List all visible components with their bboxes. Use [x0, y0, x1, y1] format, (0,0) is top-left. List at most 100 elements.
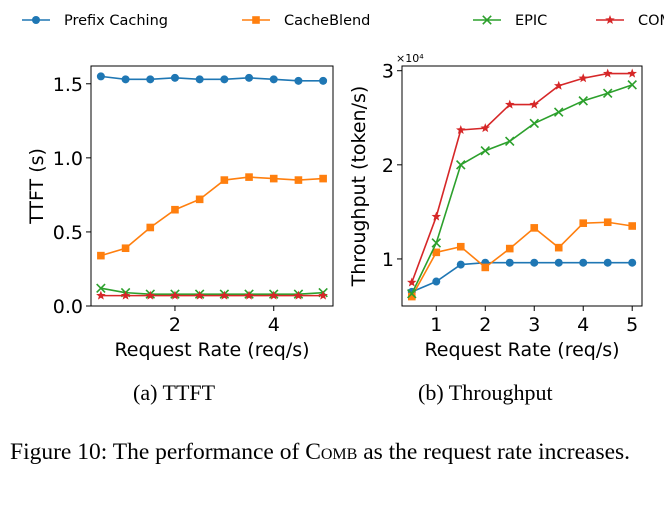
data-point	[195, 195, 204, 204]
x-tick-label: 4	[577, 314, 589, 336]
legend-marker	[252, 16, 260, 24]
series-comb	[407, 68, 637, 287]
data-point	[456, 242, 465, 251]
y-tick-label: 1	[382, 249, 394, 271]
series-line	[411, 261, 633, 293]
data-point	[530, 224, 539, 232]
data-point	[245, 173, 253, 181]
data-point	[456, 125, 466, 135]
data-point	[553, 107, 564, 117]
y-axis-label: TTFT (s)	[26, 148, 48, 225]
legend-entry-comb: COMB	[596, 13, 664, 29]
data-point	[602, 68, 613, 78]
x-axis-label: Request Rate (req/s)	[424, 339, 619, 361]
data-point	[269, 174, 278, 183]
x-tick-label: 2	[169, 314, 181, 336]
data-point	[121, 75, 130, 84]
data-point	[628, 222, 637, 230]
ttft-chart: 2 4 0.0 0.5 1.0 1.5 Request Rate (req/s) TTFT (…	[26, 65, 334, 361]
data-point	[120, 290, 131, 300]
series-line	[100, 176, 324, 257]
subcaption-throughput: (b) Throughput	[418, 380, 553, 405]
y-tick-label: 3	[382, 61, 394, 83]
data-point	[219, 290, 230, 300]
legend-marker	[605, 15, 615, 25]
data-point	[97, 251, 105, 260]
data-point	[96, 290, 106, 300]
series-line	[411, 84, 633, 295]
series-comb	[96, 290, 328, 300]
data-point	[481, 263, 490, 272]
legend-label: COMB	[638, 13, 664, 29]
data-point	[480, 145, 491, 156]
data-point	[504, 136, 515, 147]
data-point	[530, 258, 539, 267]
data-point	[294, 76, 303, 85]
data-point	[195, 75, 204, 84]
y-tick-label: 2	[382, 155, 394, 177]
data-point	[407, 277, 417, 287]
data-point	[146, 223, 155, 232]
data-point	[505, 244, 514, 253]
data-point	[554, 258, 563, 267]
legend-entry-cacheblend: CacheBlend	[242, 13, 370, 29]
series-cacheblend	[97, 173, 327, 260]
data-point	[505, 99, 515, 109]
legend-label: EPIC	[515, 13, 547, 29]
data-point	[294, 176, 303, 184]
data-point	[628, 258, 637, 267]
x-tick-label: 3	[528, 314, 540, 336]
data-point	[627, 68, 637, 78]
data-point	[220, 75, 229, 84]
x-tick-label: 4	[268, 314, 280, 336]
data-point	[432, 248, 441, 257]
legend-marker	[482, 15, 492, 25]
data-point	[505, 258, 514, 267]
data-point	[269, 75, 278, 84]
data-point	[627, 80, 637, 90]
series-epic	[407, 80, 637, 299]
legend-entry-epic: EPIC	[473, 13, 547, 29]
data-point	[431, 238, 442, 248]
series-line	[411, 221, 633, 297]
data-point	[121, 244, 130, 253]
data-point	[579, 258, 588, 267]
y-tick-label: 0.0	[53, 296, 83, 318]
x-tick-label: 2	[479, 314, 491, 336]
data-point	[220, 176, 229, 184]
y-tick-label: 0.5	[53, 222, 83, 244]
x-axis-label: Request Rate (req/s)	[114, 339, 309, 361]
figure-caption-prefix: Figure 10: The performance of	[10, 439, 306, 465]
x-tick-label: 5	[626, 314, 638, 336]
data-point	[145, 290, 156, 300]
data-point	[96, 72, 105, 81]
series-prefix-caching	[407, 258, 637, 296]
data-point	[431, 211, 442, 221]
y-tick-label: 1.0	[53, 148, 83, 170]
data-point	[602, 88, 613, 99]
data-point	[244, 290, 254, 300]
y-tick-label: 1.5	[53, 74, 83, 96]
figure-caption-system: Comb	[305, 439, 358, 465]
plot-frame	[401, 65, 643, 307]
subcaption-ttft: (a) TTFT	[133, 380, 216, 405]
legend-label: Prefix Caching	[64, 13, 168, 29]
series-cacheblend	[407, 218, 637, 301]
data-point	[319, 76, 328, 85]
series-line	[411, 72, 633, 283]
data-point	[529, 118, 540, 129]
y-axis-label: Throughput (token/s)	[348, 86, 370, 288]
series-prefix-caching	[96, 72, 328, 85]
series-line	[100, 287, 324, 295]
data-point	[578, 96, 588, 106]
data-point	[293, 290, 304, 300]
legend-entry-prefix-caching: Prefix Caching	[22, 13, 168, 29]
data-point	[318, 290, 328, 300]
data-point	[432, 277, 441, 286]
data-point	[407, 292, 416, 301]
data-point	[554, 243, 563, 252]
series-line	[100, 75, 324, 82]
data-point	[456, 260, 465, 269]
x-tick-label: 1	[430, 314, 442, 336]
